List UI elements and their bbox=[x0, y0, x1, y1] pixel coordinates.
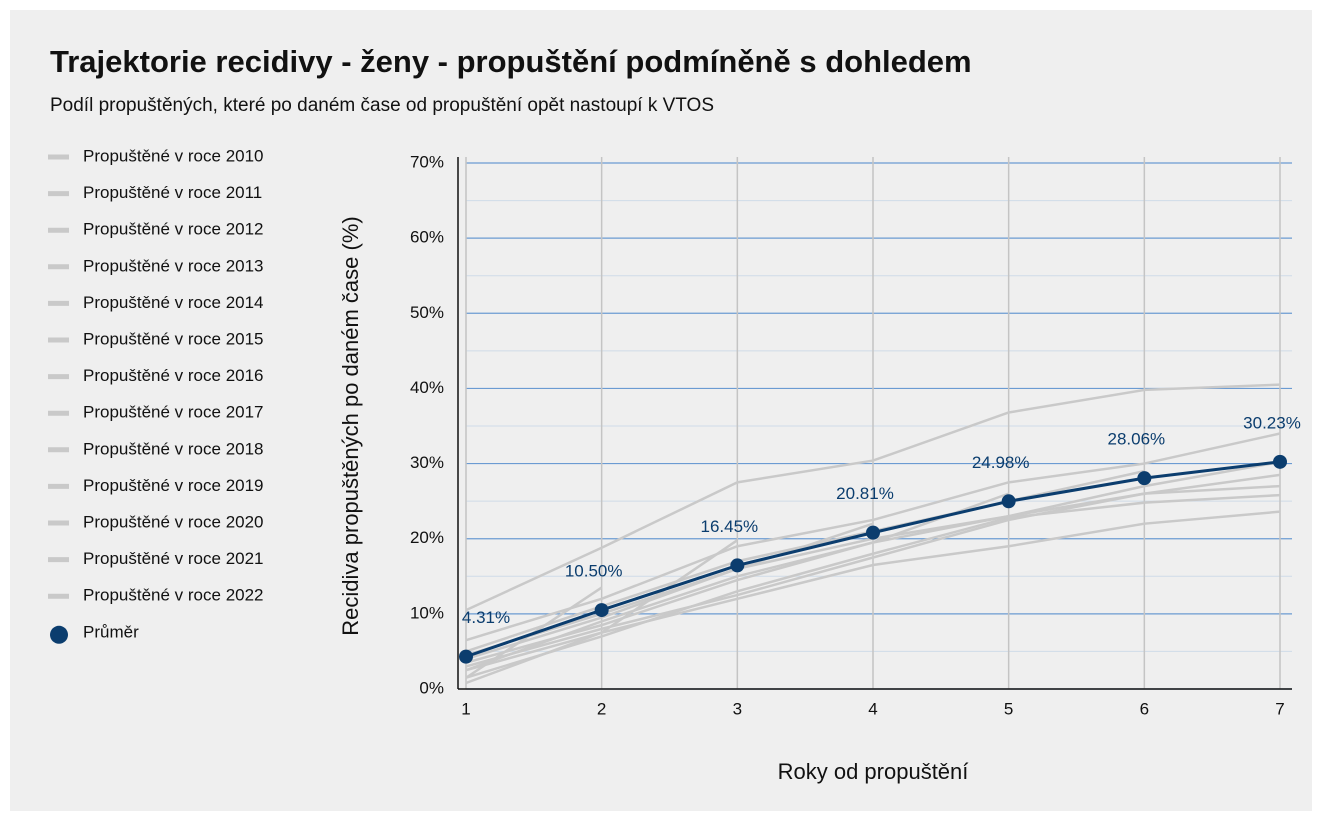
legend-label: Propuštěné v roce 2014 bbox=[83, 293, 264, 312]
point bbox=[594, 603, 609, 618]
x-tick-label: 3 bbox=[733, 699, 742, 718]
legend-label: Propuštěné v roce 2012 bbox=[83, 220, 264, 239]
legend-label: Propuštěné v roce 2010 bbox=[83, 146, 264, 165]
legend-label: Propuštěné v roce 2020 bbox=[83, 512, 264, 531]
x-tick-label: 1 bbox=[461, 699, 470, 718]
series-line bbox=[465, 473, 1281, 668]
y-tick-label: 10% bbox=[410, 603, 444, 622]
x-tick-label: 7 bbox=[1275, 699, 1284, 718]
legend-label: Propuštěné v roce 2019 bbox=[83, 476, 264, 495]
legend-label: Propuštěné v roce 2017 bbox=[83, 403, 264, 422]
legend-label: Propuštěné v roce 2021 bbox=[83, 549, 264, 568]
data-label: 20.81% bbox=[836, 484, 894, 503]
legend-marker bbox=[50, 625, 68, 644]
data-label: 30.23% bbox=[1243, 413, 1301, 432]
point bbox=[866, 525, 880, 540]
point bbox=[459, 649, 473, 664]
data-label: 16.45% bbox=[700, 517, 758, 536]
data-label: 10.50% bbox=[565, 562, 623, 581]
legend-label: Propuštěné v roce 2022 bbox=[83, 586, 264, 605]
legend-label: Propuštěné v roce 2015 bbox=[83, 329, 264, 348]
y-axis-label: Recidiva propuštěných po daném čase (%) bbox=[338, 216, 363, 635]
point bbox=[1137, 471, 1152, 486]
y-tick-label: 20% bbox=[410, 528, 444, 547]
series-line bbox=[465, 493, 1281, 679]
data-label: 24.98% bbox=[972, 453, 1030, 472]
panel bbox=[10, 10, 1312, 811]
x-tick-label: 4 bbox=[868, 699, 877, 718]
point bbox=[730, 558, 745, 573]
point bbox=[1273, 454, 1287, 469]
x-tick-label: 5 bbox=[1004, 699, 1013, 718]
y-tick-label: 30% bbox=[410, 453, 444, 472]
legend-label: Propuštěné v roce 2018 bbox=[83, 439, 264, 458]
series-line bbox=[465, 492, 1010, 672]
chart-subtitle: Podíl propuštěných, které po daném čase … bbox=[50, 95, 714, 116]
y-tick-label: 70% bbox=[410, 152, 444, 171]
x-tick-label: 2 bbox=[597, 699, 606, 718]
series-line bbox=[465, 432, 1281, 642]
legend-label: Propuštěné v roce 2011 bbox=[83, 183, 262, 202]
y-tick-label: 50% bbox=[410, 303, 444, 322]
legend-label: Průměr bbox=[83, 622, 139, 641]
data-label: 4.31% bbox=[462, 608, 510, 627]
x-tick-label: 6 bbox=[1140, 699, 1149, 718]
legend-label: Propuštěné v roce 2016 bbox=[83, 366, 264, 385]
y-tick-label: 0% bbox=[419, 678, 444, 697]
x-axis-label: Roky od propuštění bbox=[778, 759, 969, 784]
legend-label: Propuštěné v roce 2013 bbox=[83, 256, 264, 275]
data-label: 28.06% bbox=[1107, 430, 1165, 449]
point bbox=[1001, 494, 1016, 509]
series-line bbox=[465, 383, 1281, 612]
y-tick-label: 60% bbox=[410, 228, 444, 247]
series-line bbox=[465, 539, 739, 685]
y-tick-label: 40% bbox=[410, 378, 444, 397]
chart-title: Trajektorie recidivy - ženy - propuštění… bbox=[50, 44, 972, 79]
